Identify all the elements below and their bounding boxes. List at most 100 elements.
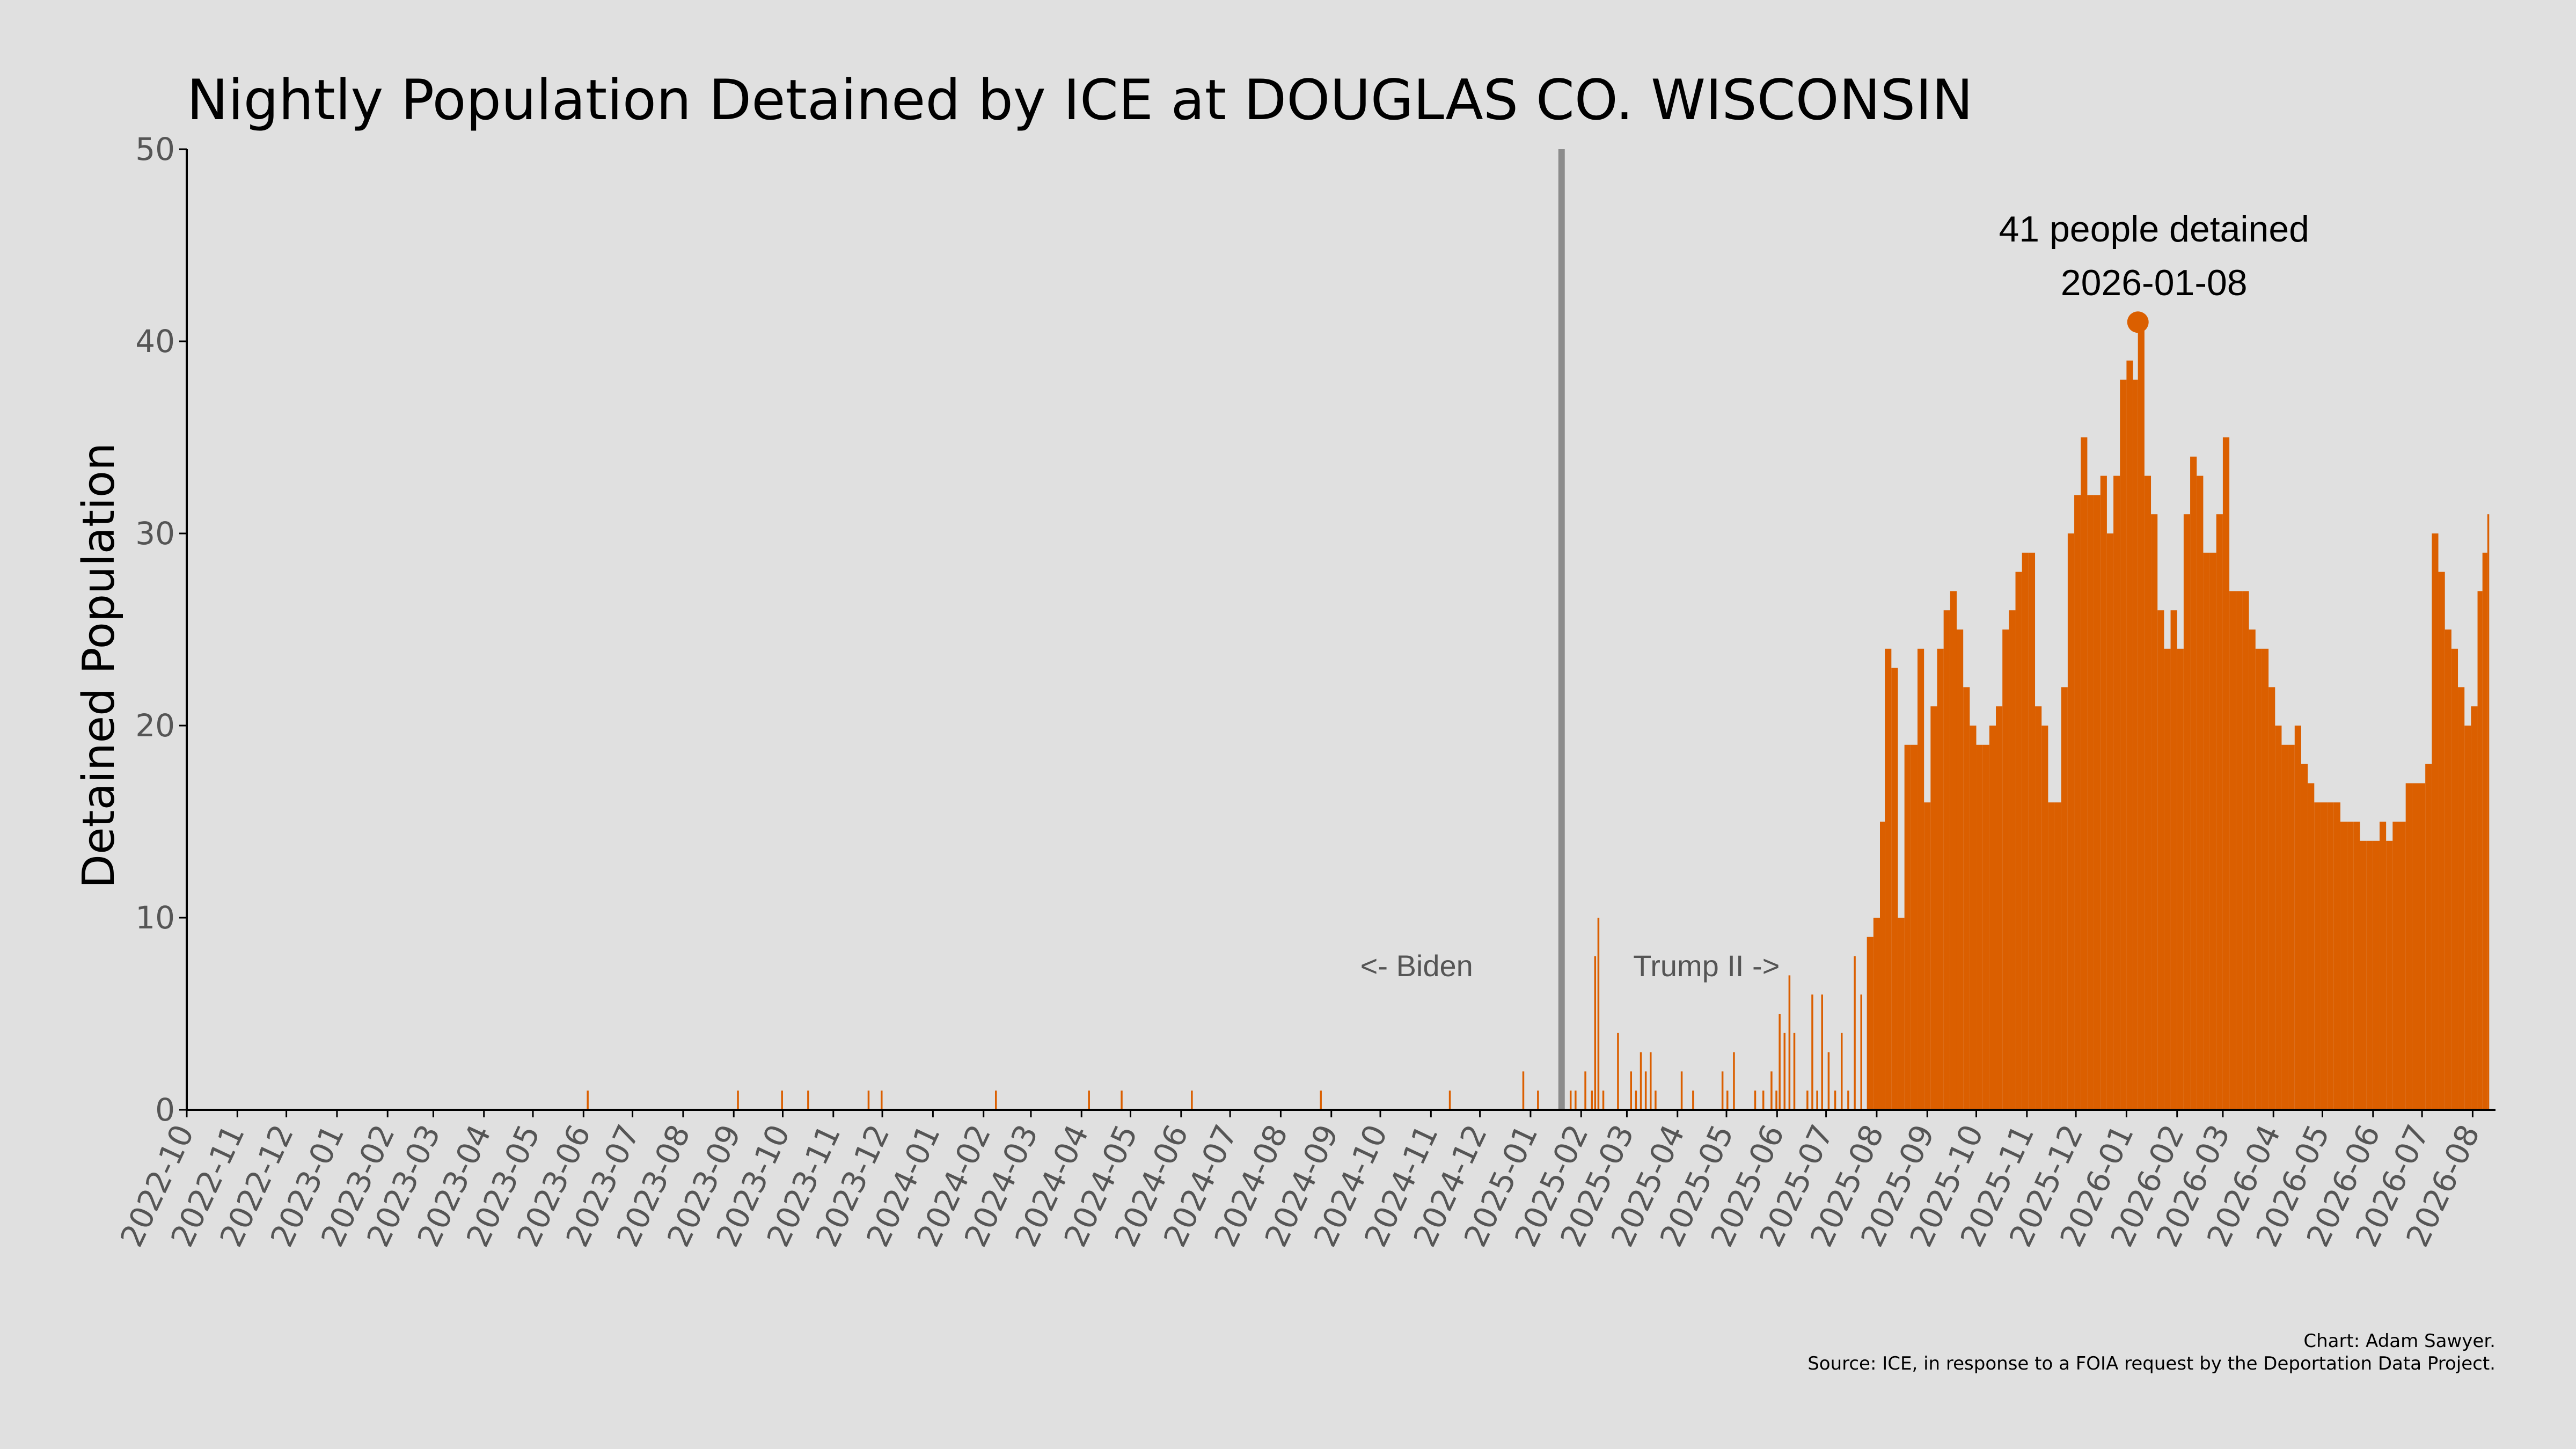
bar	[1963, 687, 1970, 1110]
bar	[2471, 706, 2478, 1110]
y-ticks: 0 10 20 30 40 50	[135, 131, 187, 1128]
bar	[1840, 1033, 1843, 1110]
bar	[2255, 648, 2262, 1110]
bar	[1793, 1033, 1796, 1110]
bar	[1976, 744, 1983, 1110]
bar	[2386, 840, 2393, 1110]
bar	[2340, 822, 2347, 1110]
bar	[2022, 552, 2029, 1110]
y-tick-label: 30	[135, 515, 175, 552]
bar	[1594, 956, 1597, 1110]
bar	[2113, 475, 2120, 1110]
bar	[2120, 379, 2127, 1110]
bar	[2133, 379, 2138, 1110]
y-tick-label: 50	[135, 131, 175, 167]
bar	[2327, 802, 2334, 1110]
bar	[2236, 591, 2243, 1110]
bar	[2048, 802, 2055, 1110]
bar	[1821, 994, 1823, 1110]
bar	[2412, 783, 2419, 1110]
bar	[1754, 1091, 1757, 1110]
bar	[881, 1091, 883, 1110]
x-ticks: 2022-102022-112022-122023-012023-022023-…	[113, 1110, 2487, 1253]
bar	[1885, 648, 1892, 1110]
bar	[1775, 1091, 1777, 1110]
bar	[2106, 533, 2114, 1110]
bar	[2438, 572, 2445, 1110]
bar	[1522, 1071, 1525, 1110]
bar	[1943, 610, 1950, 1110]
bar	[2002, 630, 2009, 1110]
bar	[2347, 822, 2354, 1110]
bar	[1591, 1091, 1593, 1110]
bar	[1650, 1052, 1652, 1110]
bar	[1982, 744, 1989, 1110]
bar	[2314, 802, 2321, 1110]
bar	[2294, 726, 2301, 1110]
bar	[781, 1091, 783, 1110]
bar	[2100, 475, 2107, 1110]
bar	[2419, 783, 2426, 1110]
bar	[1692, 1091, 1694, 1110]
bar	[2242, 591, 2249, 1110]
bar	[2009, 610, 2016, 1110]
bar	[1783, 1033, 1785, 1110]
bar	[1788, 975, 1791, 1110]
bar	[2157, 610, 2164, 1110]
bar	[1635, 1091, 1637, 1110]
bar	[1569, 1091, 1572, 1110]
bar	[1640, 1052, 1642, 1110]
bar	[1770, 1071, 1773, 1110]
bar	[1602, 1091, 1605, 1110]
bar	[2262, 648, 2269, 1110]
bar	[1733, 1052, 1735, 1110]
bar	[2229, 591, 2236, 1110]
bar	[2458, 687, 2465, 1110]
bar	[1860, 994, 1862, 1110]
bar	[2170, 610, 2177, 1110]
bar	[1088, 1091, 1090, 1110]
bar	[2151, 514, 2158, 1110]
bar	[2197, 475, 2204, 1110]
bar	[2353, 822, 2360, 1110]
peak-marker	[2127, 311, 2149, 333]
bar	[1630, 1071, 1633, 1110]
bar	[1873, 918, 1880, 1110]
bar	[1762, 1091, 1765, 1110]
bar	[2321, 802, 2328, 1110]
bar	[2015, 572, 2022, 1110]
bar	[2445, 630, 2451, 1110]
bar	[2035, 706, 2042, 1110]
bar	[2094, 495, 2101, 1110]
bar	[1996, 706, 2003, 1110]
bar	[2268, 687, 2275, 1110]
bar	[2067, 533, 2075, 1110]
bar	[2281, 744, 2288, 1110]
y-tick-label: 0	[155, 1092, 175, 1128]
bar	[2028, 552, 2036, 1110]
bar	[2183, 514, 2191, 1110]
caption-author: Chart: Adam Sawyer.	[2303, 1330, 2496, 1352]
bar	[1726, 1091, 1729, 1110]
bar	[2164, 648, 2171, 1110]
bar	[1917, 648, 1924, 1110]
bar	[2487, 514, 2490, 1110]
bar	[1816, 1091, 1818, 1110]
bar	[1721, 1071, 1724, 1110]
y-tick-label: 10	[135, 899, 175, 936]
bar	[1806, 1091, 1809, 1110]
bar	[1854, 956, 1856, 1110]
era-label-biden: <- Biden	[1360, 949, 1473, 983]
bar	[1937, 648, 1944, 1110]
chart-title: Nightly Population Detained by ICE at DO…	[187, 68, 1973, 133]
y-tick-label: 40	[135, 323, 175, 360]
bar	[2275, 726, 2282, 1110]
era-label-trump: Trump II ->	[1633, 949, 1780, 983]
bar	[2477, 591, 2483, 1110]
bar	[2392, 822, 2399, 1110]
bar	[1847, 1091, 1849, 1110]
bar	[1779, 1014, 1781, 1110]
bar	[2249, 630, 2256, 1110]
bar	[2308, 783, 2315, 1110]
